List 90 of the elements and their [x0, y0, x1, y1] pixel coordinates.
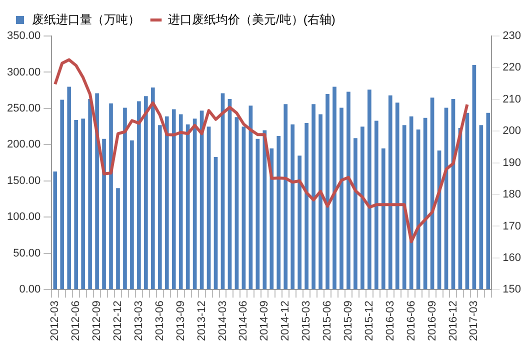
x-tick-label: 2014-09: [258, 300, 271, 342]
bar: [479, 125, 484, 290]
x-tick-label: 2017-03: [468, 300, 480, 342]
bar: [298, 156, 302, 290]
bar: [395, 102, 400, 290]
bar: [368, 90, 372, 290]
x-tick-label: 2014-06: [238, 300, 250, 342]
bar: [312, 104, 316, 290]
bar: [262, 130, 267, 290]
bar: [465, 112, 470, 290]
bar: [360, 126, 364, 290]
y-tick-label: 350.00: [6, 30, 41, 42]
x-tick-label: 2013-03: [132, 300, 145, 342]
y-tick-label: 200.00: [6, 138, 41, 151]
y-tick-label: 50.00: [13, 247, 41, 260]
bar: [74, 120, 78, 290]
bar: [150, 87, 155, 290]
bar: [318, 114, 322, 290]
y2-tick-label: 190: [502, 156, 522, 169]
bar: [60, 100, 64, 290]
bar: [102, 138, 106, 290]
bar: [186, 124, 190, 290]
legend-label: 废纸进口量（万吨）: [32, 12, 140, 26]
y2-tick-label: 180: [502, 188, 522, 201]
bar: [326, 94, 330, 290]
bar: [242, 126, 246, 290]
bar: [354, 138, 358, 290]
x-tick-label: 2016-06: [405, 300, 418, 342]
x-tick-label: 2015-03: [300, 300, 313, 342]
x-tick-label: 2016-03: [384, 300, 396, 342]
bar: [332, 86, 336, 290]
x-tick-label: 2012-06: [70, 300, 82, 342]
bar: [340, 108, 344, 290]
y-tick-label: 0.00: [19, 284, 41, 296]
bar: [388, 95, 392, 290]
bar: [256, 138, 260, 290]
y2-tick-label: 230: [502, 30, 522, 42]
bar: [346, 92, 350, 290]
bar: [172, 109, 176, 290]
x-tick-label: 2015-09: [342, 300, 355, 342]
x-tick-label: 2014-12: [280, 300, 292, 342]
bar: [206, 126, 211, 290]
y2-tick-label: 220: [502, 62, 522, 74]
bar: [178, 114, 183, 290]
bar: [284, 104, 288, 290]
bar: [276, 136, 281, 290]
bar: [67, 86, 72, 290]
bar: [164, 116, 169, 290]
y-tick-label: 100.00: [6, 211, 41, 224]
y-tick-label: 150.00: [6, 174, 41, 187]
bar: [123, 108, 127, 290]
y2-tick-label: 160: [502, 252, 522, 264]
bar: [130, 140, 134, 290]
x-tick-label: 2016-09: [426, 300, 438, 342]
bar: [472, 64, 476, 290]
bar: [234, 117, 239, 290]
x-tick-label: 2014-03: [216, 300, 229, 342]
bar: [158, 125, 162, 290]
x-tick-label: 2015-06: [322, 300, 334, 342]
bar: [486, 112, 490, 290]
x-tick-label: 2012-03: [49, 300, 62, 342]
bar: [88, 99, 92, 290]
y-tick-label: 250.00: [6, 102, 41, 114]
y2-tick-label: 170: [502, 220, 522, 232]
bar: [137, 101, 141, 290]
y2-tick-label: 150: [502, 284, 522, 296]
y2-tick-label: 200: [502, 125, 522, 138]
bar: [144, 96, 148, 290]
x-tick-label: 2013-06: [154, 300, 166, 342]
bar: [214, 157, 218, 290]
bar: [290, 124, 295, 290]
bar: [304, 122, 308, 290]
x-tick-label: 2013-12: [196, 300, 208, 342]
x-tick-label: 2012-12: [112, 300, 124, 342]
x-tick-label: 2012-09: [91, 300, 104, 342]
bar: [81, 118, 85, 290]
bar: [402, 125, 406, 290]
bar: [109, 103, 113, 290]
bar: [381, 148, 386, 290]
x-tick-label: 2016-12: [447, 300, 460, 342]
x-tick-label: 2013-09: [174, 300, 187, 342]
x-tick-label: 2015-12: [363, 300, 376, 342]
bar: [116, 188, 120, 290]
y-tick-label: 300.00: [6, 66, 41, 78]
bar: [95, 93, 99, 290]
bar: [53, 172, 58, 290]
legend-label: 进口废纸均价（美元/吨）(右轴): [168, 12, 336, 26]
y2-tick-label: 210: [502, 93, 522, 106]
bar: [270, 148, 274, 290]
bar: [374, 120, 378, 290]
